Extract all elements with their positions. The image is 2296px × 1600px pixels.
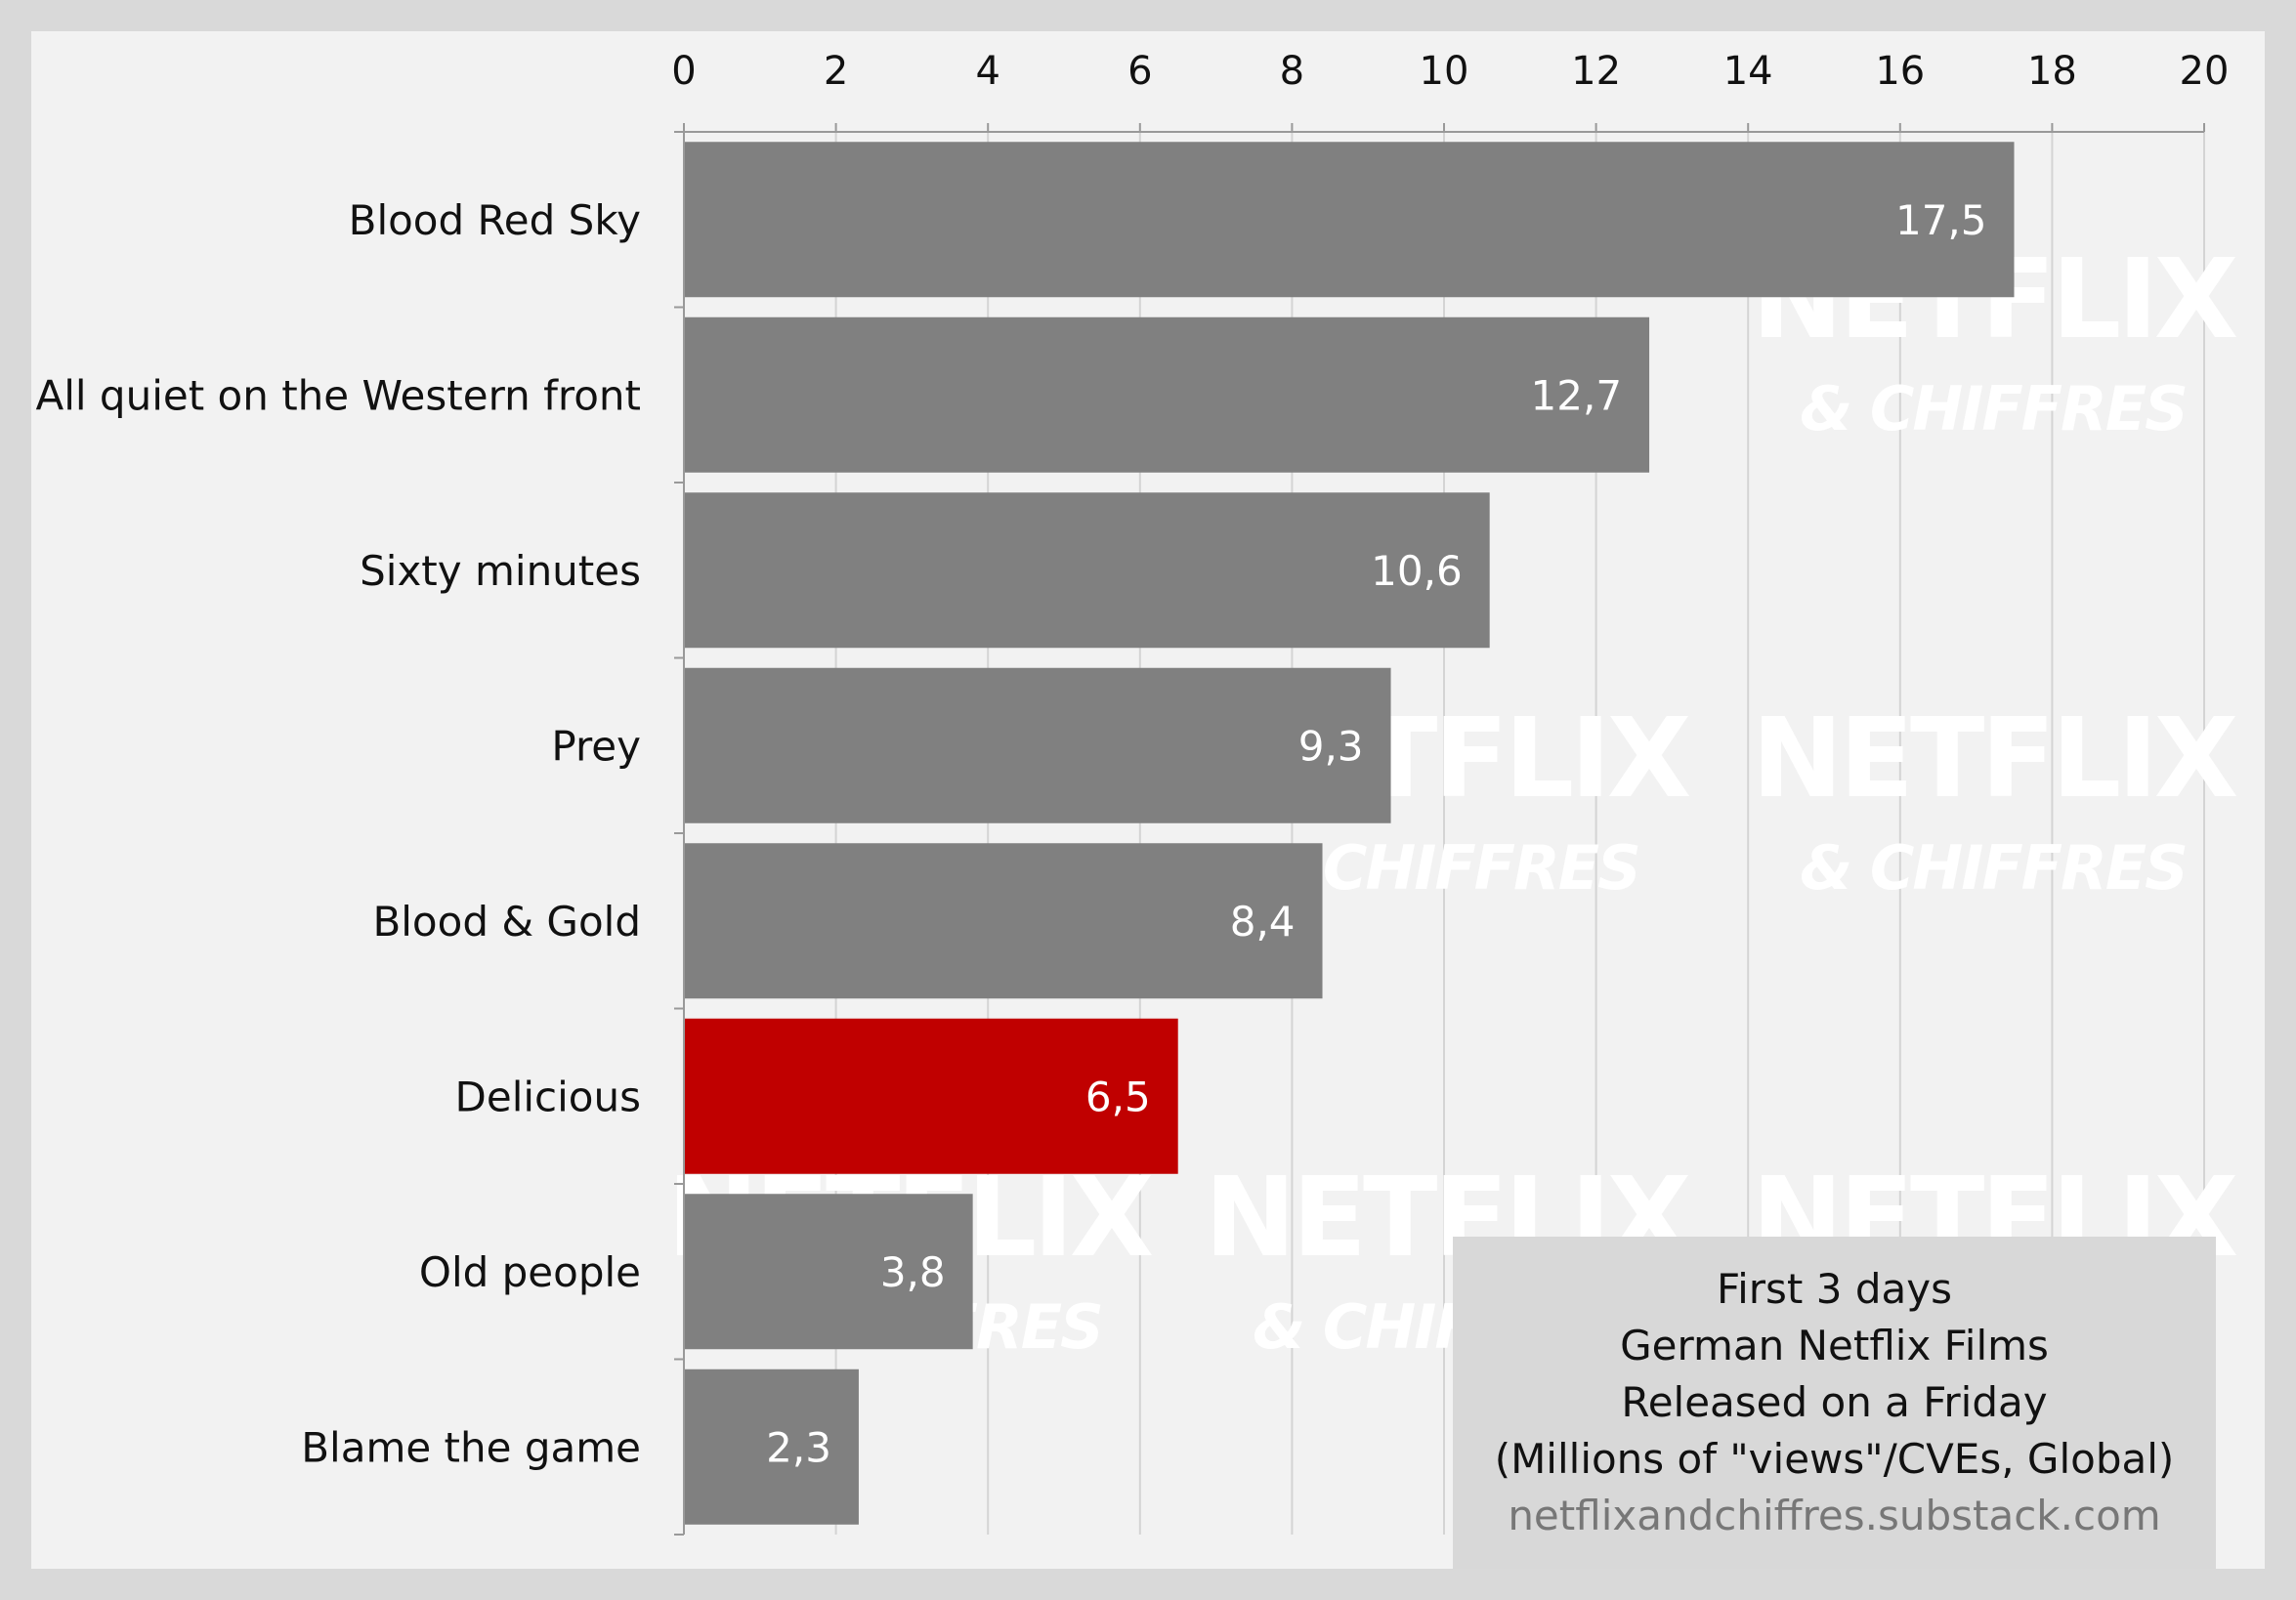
x-tick-label-18: 18 [2027, 49, 2077, 94]
watermark-subtext-2: & CHIFFRES [1800, 832, 2187, 904]
x-tick-label-2: 2 [824, 49, 848, 94]
x-tick-label-14: 14 [1723, 49, 1773, 94]
watermark-text-2: NETFLIX [1752, 695, 2237, 822]
value-label-7: 2,3 [766, 1423, 831, 1471]
value-label-1: 12,7 [1531, 371, 1623, 419]
x-tick-label-6: 6 [1127, 49, 1152, 94]
category-label-1: All quiet on the Western front [36, 371, 641, 419]
x-tick-label-16: 16 [1875, 49, 1925, 94]
category-label-3: Prey [551, 722, 641, 770]
value-labels: 17,5 12,7 10,6 9,3 8,4 6,5 3,8 2,3 [766, 196, 1986, 1472]
category-label-5: Delicious [455, 1073, 641, 1120]
category-label-7: Blame the game [301, 1423, 641, 1471]
info-line-3: Released on a Friday [1621, 1378, 2048, 1426]
source-link[interactable]: netflixandchiffres.substack.com [1508, 1492, 2161, 1539]
value-label-6: 3,8 [880, 1248, 946, 1296]
value-label-4: 8,4 [1230, 898, 1296, 946]
bar-1 [684, 316, 1650, 473]
value-label-3: 9,3 [1298, 722, 1364, 770]
watermark-subtext-0: & CHIFFRES [1800, 373, 2187, 444]
value-label-5: 6,5 [1085, 1073, 1151, 1120]
bar-5 [684, 1018, 1178, 1174]
bar-4 [684, 843, 1323, 999]
bars [684, 142, 2015, 1525]
category-label-4: Blood & Gold [372, 898, 641, 946]
x-tick-label-0: 0 [671, 49, 696, 94]
bar-2 [684, 492, 1490, 649]
x-tick-label-12: 12 [1571, 49, 1621, 94]
value-label-0: 17,5 [1895, 196, 1987, 244]
x-tick-label-20: 20 [2180, 49, 2230, 94]
value-label-2: 10,6 [1371, 547, 1463, 595]
category-label-6: Old people [419, 1248, 641, 1296]
bar-6 [684, 1194, 973, 1350]
bar-0 [684, 142, 2015, 298]
category-label-2: Sixty minutes [360, 547, 641, 595]
info-line-2: German Netflix Films [1620, 1322, 2049, 1369]
info-box: First 3 days German Netflix Films Releas… [1453, 1237, 2216, 1569]
category-label-0: Blood Red Sky [349, 196, 641, 244]
x-axis: 0 2 4 6 8 10 12 14 16 18 20 [671, 49, 2230, 1536]
bar-3 [684, 667, 1391, 823]
info-line-4: (Millions of "views"/CVEs, Global) [1494, 1435, 2175, 1483]
category-labels: Blood Red Sky All quiet on the Western fr… [36, 196, 641, 1472]
bar-7 [684, 1368, 859, 1525]
x-tick-label-8: 8 [1280, 49, 1304, 94]
x-tick-label-4: 4 [975, 49, 999, 94]
x-tick-label-10: 10 [1420, 49, 1469, 94]
info-line-1: First 3 days [1717, 1265, 1952, 1313]
